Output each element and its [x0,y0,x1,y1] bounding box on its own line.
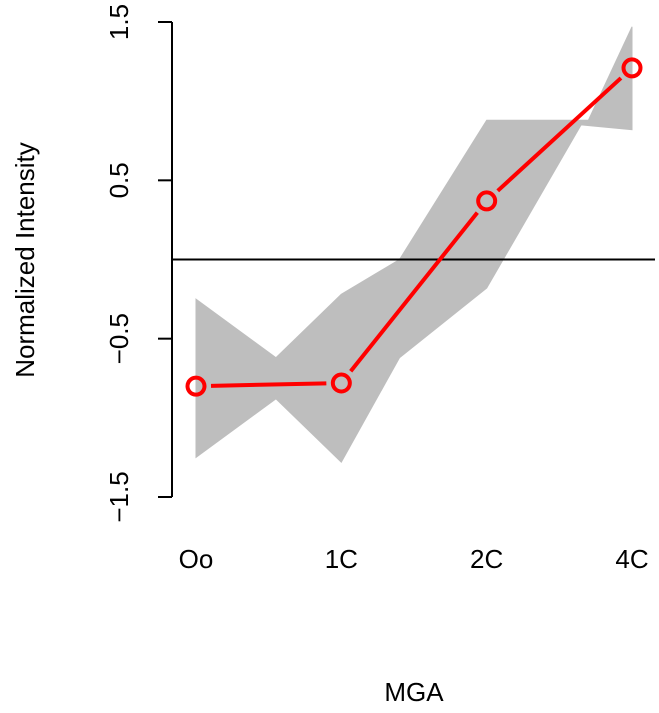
data-point [185,375,207,397]
x-tick-label: 2C [470,544,503,574]
series-segment [210,381,327,388]
data-point [476,190,498,212]
x-tick-label: Oo [179,544,214,574]
y-tick-label: −1.5 [104,471,134,522]
x-axis-title: MGA [384,677,444,707]
y-tick-label: 1.5 [104,4,134,40]
data-point [330,372,352,394]
series-layer [185,57,643,397]
series-segment [496,76,623,193]
x-axis-ticks: Oo 1C 2C 4C [179,544,649,574]
y-tick-label: −0.5 [104,313,134,364]
x-tick-label: 4C [615,544,648,574]
x-tick-label: 1C [325,544,358,574]
profile-band-layer [195,26,633,464]
data-point [621,57,643,79]
y-axis-ticks: −1.5 −0.5 0.5 1.5 [104,4,172,523]
series-segment [349,211,479,373]
y-axis-title: Normalized Intensity [10,142,40,378]
profile-band [195,26,633,464]
y-tick-label: 0.5 [104,162,134,198]
